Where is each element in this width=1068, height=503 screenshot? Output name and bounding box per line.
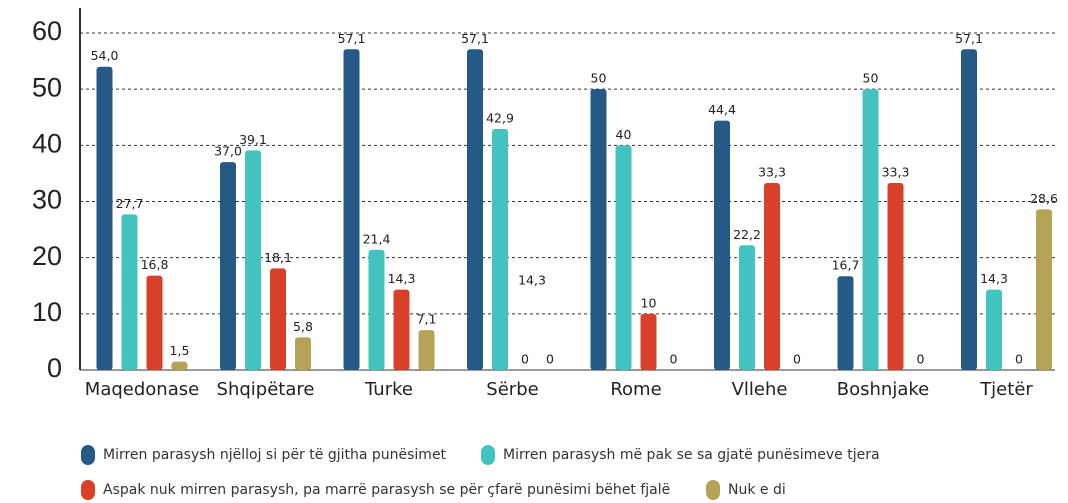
value-label: 16,8 bbox=[141, 257, 169, 272]
x-tick-label: Sërbe bbox=[486, 379, 538, 400]
bar bbox=[467, 49, 483, 371]
bar bbox=[887, 182, 904, 370]
bar bbox=[343, 49, 360, 371]
value-label: 57,1 bbox=[955, 31, 983, 46]
value-label: 28,6 bbox=[1030, 191, 1058, 206]
bar bbox=[764, 182, 780, 370]
bar bbox=[418, 330, 435, 370]
value-label: 54,0 bbox=[91, 48, 119, 63]
value-label: 50 bbox=[591, 71, 607, 86]
bar bbox=[837, 276, 854, 370]
bar bbox=[961, 49, 977, 371]
value-label: 0 bbox=[521, 352, 529, 367]
value-label: 0 bbox=[1015, 352, 1023, 367]
bar bbox=[96, 66, 113, 370]
bar bbox=[640, 313, 657, 370]
y-tick-label: 10 bbox=[32, 297, 62, 327]
legend-marker bbox=[706, 480, 720, 500]
value-label: 0 bbox=[546, 352, 554, 367]
value-label: 27,7 bbox=[116, 196, 144, 211]
x-tick-label: Tjetër bbox=[979, 379, 1033, 400]
legend-marker bbox=[81, 480, 95, 500]
value-label: 37,0 bbox=[214, 144, 242, 159]
y-tick-label: 50 bbox=[32, 72, 62, 102]
value-label: 42,9 bbox=[486, 111, 514, 126]
bar bbox=[171, 361, 188, 370]
value-label: 21,4 bbox=[363, 231, 391, 246]
y-tick-label: 0 bbox=[47, 353, 62, 383]
value-label: 0 bbox=[670, 352, 678, 367]
bar bbox=[121, 214, 138, 370]
value-label: 18,1 bbox=[264, 250, 292, 265]
value-label: 39,1 bbox=[239, 132, 267, 147]
bar bbox=[368, 249, 385, 370]
x-tick-label: Boshnjake bbox=[837, 379, 929, 400]
value-label: 22,2 bbox=[733, 227, 761, 242]
value-label: 50 bbox=[863, 71, 879, 86]
bar bbox=[393, 289, 410, 370]
x-tick-label: Vllehe bbox=[732, 379, 788, 400]
value-label: 33,3 bbox=[882, 164, 910, 179]
value-label: 7,1 bbox=[417, 312, 437, 327]
value-label: 33,3 bbox=[758, 164, 786, 179]
x-tick-label: Shqipëtare bbox=[217, 379, 315, 400]
legend-marker bbox=[81, 445, 95, 465]
value-label: 0 bbox=[793, 352, 801, 367]
y-tick-label: 60 bbox=[32, 16, 62, 46]
value-label: 14,3 bbox=[388, 271, 416, 286]
value-label: 10 bbox=[641, 295, 657, 310]
bar bbox=[245, 150, 261, 370]
value-label: 40 bbox=[616, 127, 632, 142]
legend-label: Nuk e di bbox=[728, 482, 786, 498]
value-label: 57,1 bbox=[461, 31, 489, 46]
bar bbox=[986, 289, 1002, 370]
legend-label: Aspak nuk mirren parasysh, pa marrë para… bbox=[103, 482, 670, 498]
bar bbox=[295, 337, 311, 370]
bar bbox=[739, 245, 755, 370]
x-tick-label: Maqedonase bbox=[85, 379, 199, 400]
x-tick-label: Rome bbox=[610, 379, 661, 400]
x-tick-label: Turke bbox=[364, 379, 413, 400]
legend-label: Mirren parasysh më pak se sa gjatë punës… bbox=[503, 447, 880, 463]
bar bbox=[492, 129, 508, 370]
bar bbox=[146, 275, 163, 370]
value-label: 14,3 bbox=[980, 271, 1008, 286]
bar bbox=[615, 145, 632, 370]
bar bbox=[590, 89, 607, 371]
value-label: 1,5 bbox=[170, 343, 190, 358]
value-label: 57,1 bbox=[338, 31, 366, 46]
bar bbox=[714, 120, 730, 371]
legend-marker bbox=[481, 445, 495, 465]
bar bbox=[862, 89, 879, 371]
bar bbox=[220, 162, 236, 370]
bar bbox=[1036, 209, 1052, 370]
y-tick-label: 20 bbox=[32, 241, 62, 271]
annotation: 14,3 bbox=[518, 273, 546, 288]
y-tick-label: 30 bbox=[32, 185, 62, 215]
legend-label: Mirren parasysh njëlloj si për të gjitha… bbox=[103, 447, 447, 463]
value-label: 0 bbox=[917, 352, 925, 367]
value-label: 5,8 bbox=[293, 319, 313, 334]
value-label: 44,4 bbox=[708, 102, 736, 117]
bar bbox=[270, 268, 286, 370]
y-tick-label: 40 bbox=[32, 128, 62, 158]
value-label: 16,7 bbox=[832, 258, 860, 273]
